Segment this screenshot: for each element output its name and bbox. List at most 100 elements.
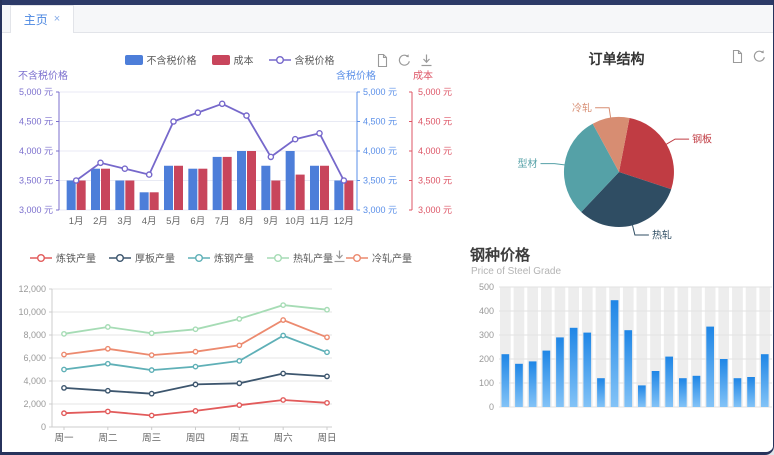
- bars-chart-subtitle: Price of Steel Grade: [471, 266, 562, 277]
- svg-text:300: 300: [479, 330, 494, 340]
- svg-text:12,000: 12,000: [18, 284, 46, 294]
- svg-text:周二: 周二: [98, 433, 117, 444]
- legend-item[interactable]: 冷轧产量: [346, 250, 412, 265]
- production-line-chart[interactable]: 0 2,000 4,000 6,000 8,000 10,000 12,000 周一 周二 周三 周…: [2, 240, 457, 455]
- svg-text:12月: 12月: [334, 216, 354, 227]
- svg-text:6月: 6月: [190, 216, 205, 227]
- svg-text:8,000: 8,000: [23, 330, 46, 340]
- svg-text:11月: 11月: [310, 216, 329, 227]
- tab-home-label: 主页: [23, 13, 48, 27]
- download-icon[interactable]: [332, 249, 347, 264]
- svg-text:6,000: 6,000: [23, 353, 46, 363]
- svg-text:3,500 元: 3,500 元: [418, 176, 452, 186]
- legend-line-marker: [268, 55, 291, 64]
- svg-text:5,000 元: 5,000 元: [418, 87, 452, 97]
- left-axis-title: 不含税价格: [18, 71, 68, 82]
- svg-text:4,000 元: 4,000 元: [363, 146, 397, 156]
- svg-text:周三: 周三: [142, 433, 161, 444]
- legend-swatch: [124, 54, 143, 65]
- legend-item[interactable]: 厚板产量: [109, 250, 175, 265]
- legend-line-marker: [109, 253, 131, 262]
- svg-text:周一: 周一: [54, 433, 74, 444]
- svg-text:10,000: 10,000: [18, 307, 46, 317]
- legend-label: 热轧产量: [293, 254, 333, 265]
- svg-text:周四: 周四: [186, 433, 205, 444]
- svg-text:周日: 周日: [317, 433, 336, 444]
- file-icon[interactable]: [375, 53, 390, 68]
- svg-text:2,000: 2,000: [23, 399, 46, 409]
- legend-line-marker: [188, 253, 210, 262]
- tab-home[interactable]: 主页 ×: [10, 5, 74, 33]
- lines-chart-legend: 炼铁产量 厚板产量 炼钢产量 热轧产量 冷轧产量: [30, 250, 412, 265]
- svg-text:3,000 元: 3,000 元: [19, 205, 53, 215]
- svg-text:5,000 元: 5,000 元: [363, 87, 397, 97]
- legend-item[interactable]: 炼铁产量: [30, 250, 96, 265]
- refresh-icon[interactable]: [397, 53, 412, 68]
- svg-text:4,500 元: 4,500 元: [363, 117, 397, 127]
- window-top-bar: [2, 0, 773, 5]
- svg-text:400: 400: [479, 306, 494, 316]
- tax-axis-title: 含税价格: [336, 71, 376, 82]
- svg-text:500: 500: [479, 282, 494, 292]
- cost-axis-title: 成本: [413, 71, 433, 82]
- svg-text:冷轧: 冷轧: [572, 101, 592, 114]
- svg-text:3,500 元: 3,500 元: [19, 176, 53, 186]
- svg-text:10月: 10月: [285, 216, 305, 227]
- legend-swatch: [211, 54, 230, 65]
- bars-chart-title: 钢种价格: [470, 247, 531, 264]
- svg-text:0: 0: [489, 402, 494, 412]
- svg-text:热轧: 热轧: [652, 229, 672, 240]
- legend-label: 炼钢产量: [214, 254, 254, 265]
- svg-text:4,000 元: 4,000 元: [19, 146, 53, 156]
- order-structure-panel: 订单结构 钢板热轧 型材 冷轧: [457, 33, 774, 240]
- svg-text:4月: 4月: [142, 216, 157, 227]
- production-lines-panel: 炼铁产量 厚板产量 炼钢产量 热轧产量 冷轧产量 0 2,000 4,000 6,000 8,0…: [2, 240, 457, 455]
- svg-text:5,000 元: 5,000 元: [19, 87, 53, 97]
- legend-item[interactable]: 炼钢产量: [188, 250, 254, 265]
- file-icon[interactable]: [730, 49, 745, 64]
- legend-item[interactable]: 不含税价格: [124, 52, 197, 67]
- pie-chart-title: 订单结构: [588, 51, 645, 67]
- svg-text:2月: 2月: [93, 216, 108, 227]
- legend-line-marker: [30, 253, 52, 262]
- svg-text:8月: 8月: [239, 216, 254, 227]
- svg-text:3,000 元: 3,000 元: [418, 205, 452, 215]
- tab-close-icon[interactable]: ×: [53, 13, 61, 25]
- download-icon[interactable]: [419, 53, 434, 68]
- svg-text:100: 100: [479, 378, 494, 388]
- legend-item[interactable]: 热轧产量: [267, 250, 333, 265]
- svg-text:4,500 元: 4,500 元: [19, 117, 53, 127]
- svg-text:4,500 元: 4,500 元: [418, 117, 452, 127]
- svg-text:9月: 9月: [263, 216, 278, 227]
- legend-label: 不含税价格: [146, 56, 197, 67]
- legend-label: 成本: [233, 56, 254, 67]
- legend-label: 含税价格: [294, 56, 335, 67]
- price-combo-chart-panel: 不含税价格 成本 含税价格 不含税价格 含税价格 成本 3,000 元 3,500 元…: [2, 33, 457, 240]
- svg-text:7月: 7月: [215, 216, 230, 227]
- svg-text:4,000: 4,000: [23, 376, 46, 386]
- tab-bar: 主页 ×: [2, 5, 773, 33]
- svg-text:5月: 5月: [166, 216, 181, 227]
- svg-text:3,000 元: 3,000 元: [363, 205, 397, 215]
- svg-text:周六: 周六: [274, 432, 294, 444]
- svg-text:200: 200: [479, 354, 494, 364]
- svg-text:0: 0: [41, 422, 46, 432]
- svg-text:3,500 元: 3,500 元: [363, 176, 397, 186]
- steel-price-bar-chart[interactable]: 0 100 200 300 400 500: [457, 240, 774, 455]
- svg-text:周五: 周五: [230, 433, 249, 444]
- svg-text:钢板: 钢板: [692, 133, 712, 146]
- steel-price-panel: 钢种价格 Price of Steel Grade 0 100 200 300 400 5…: [457, 240, 774, 455]
- legend-item[interactable]: 含税价格: [268, 52, 335, 67]
- combo-chart-toolbar: [375, 53, 434, 68]
- price-combo-chart[interactable]: 3,000 元 3,500 元 4,000 元 4,500 元 5,000 元 3,000…: [2, 81, 457, 236]
- refresh-icon[interactable]: [752, 49, 767, 64]
- svg-text:型材: 型材: [518, 157, 538, 170]
- pie-chart-toolbar: [730, 49, 767, 64]
- legend-label: 炼铁产量: [56, 254, 96, 265]
- legend-line-marker: [346, 253, 368, 262]
- svg-text:1月: 1月: [69, 216, 84, 227]
- combo-chart-legend: 不含税价格 成本 含税价格: [2, 52, 457, 67]
- legend-item[interactable]: 成本: [211, 52, 254, 67]
